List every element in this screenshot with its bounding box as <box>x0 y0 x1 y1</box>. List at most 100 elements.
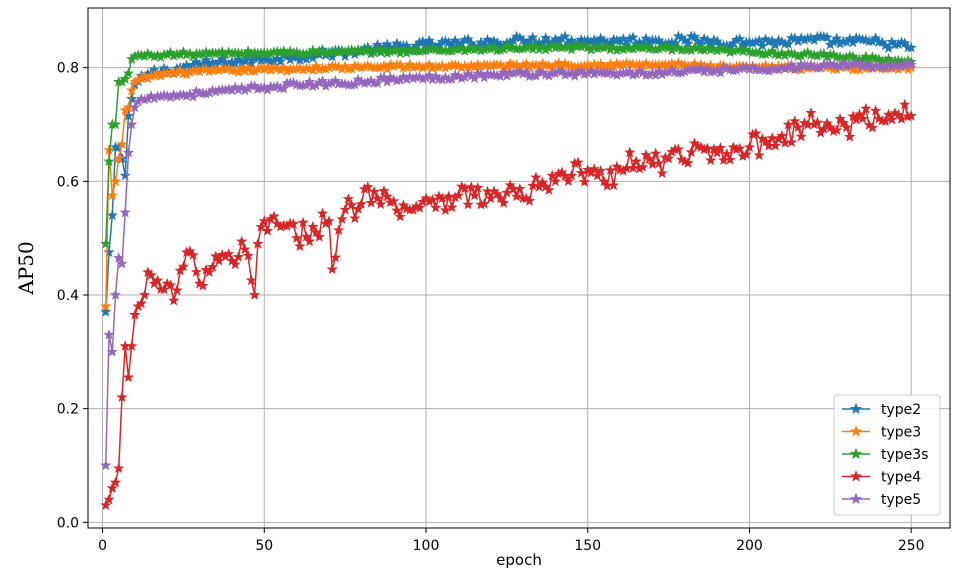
data-point-type4 <box>462 198 474 210</box>
data-point-type4 <box>323 215 335 226</box>
data-point-type4 <box>766 132 778 143</box>
data-point-type4 <box>837 117 849 128</box>
data-point-type4 <box>650 147 662 159</box>
data-point-type4 <box>530 171 542 183</box>
data-point-type4 <box>245 274 257 286</box>
data-point-type4 <box>100 499 112 511</box>
data-point-type5 <box>423 69 435 81</box>
data-point-type4 <box>371 192 384 204</box>
y-tick-label: 0.0 <box>57 515 79 531</box>
legend-item-type5: type5 <box>842 492 921 508</box>
data-point-type4 <box>701 142 713 154</box>
data-point-type4 <box>705 154 717 166</box>
data-point-type4 <box>740 148 752 160</box>
x-tick-label: 150 <box>574 538 601 554</box>
data-point-type4 <box>349 212 361 224</box>
data-point-type4 <box>588 163 600 174</box>
data-point-type2 <box>899 37 911 48</box>
data-point-type4 <box>795 130 807 142</box>
data-point-type5 <box>103 328 115 340</box>
axis-ticks: 0 50 100 150 200 250 0.0 0.2 0.4 0.6 0.8 <box>57 61 925 554</box>
data-point-type4 <box>242 249 254 261</box>
data-point-type4 <box>287 218 299 229</box>
data-point-type4 <box>595 165 607 176</box>
data-point-type4 <box>840 121 853 133</box>
data-point-type4 <box>129 309 141 320</box>
data-point-type4 <box>905 110 917 121</box>
data-point-type4 <box>303 235 316 247</box>
data-point-type4 <box>145 269 157 280</box>
data-point-type4 <box>375 198 387 210</box>
data-point-type4 <box>329 251 342 263</box>
data-point-type4 <box>316 207 329 219</box>
data-point-type2 <box>882 42 895 53</box>
series-layer <box>100 30 917 511</box>
x-axis-label: epoch <box>496 551 542 569</box>
data-point-type4 <box>543 184 555 195</box>
data-point-type5 <box>100 459 112 471</box>
data-point-type2 <box>527 31 539 43</box>
data-point-type4 <box>627 162 639 173</box>
data-point-type4 <box>326 263 338 275</box>
data-point-type4 <box>672 143 684 154</box>
data-point-type4 <box>527 179 539 191</box>
data-point-type2 <box>559 30 571 42</box>
data-point-type3s <box>860 50 872 62</box>
data-point-type4 <box>239 243 251 255</box>
data-point-type5 <box>381 76 393 87</box>
data-point-type5 <box>113 252 125 263</box>
data-point-type4 <box>362 181 374 192</box>
y-tick-label: 0.6 <box>57 174 79 190</box>
legend-marker-star <box>849 402 863 415</box>
data-point-type4 <box>656 167 668 179</box>
data-point-type2 <box>640 32 652 44</box>
data-point-type4 <box>734 142 746 154</box>
x-tick-label: 250 <box>898 538 925 554</box>
data-point-type5 <box>187 90 199 102</box>
data-point-type4 <box>443 190 455 202</box>
data-point-type4 <box>514 183 526 194</box>
legend-label: type5 <box>881 492 921 508</box>
data-point-type4 <box>126 340 138 351</box>
legend-item-type3s: type3s <box>842 447 928 463</box>
data-point-type4 <box>184 245 196 256</box>
data-point-type5 <box>349 78 361 90</box>
data-point-type4 <box>368 186 380 197</box>
data-point-type2 <box>905 41 917 53</box>
data-point-type4 <box>785 136 798 148</box>
data-point-type4 <box>899 98 911 110</box>
data-point-type2 <box>274 55 287 67</box>
data-point-type4 <box>750 127 762 139</box>
data-point-type5 <box>905 58 917 70</box>
data-point-type4 <box>714 142 726 153</box>
data-point-type4 <box>769 139 781 151</box>
data-point-type2 <box>100 306 112 317</box>
data-point-type4 <box>753 149 765 161</box>
data-point-type2 <box>821 31 833 43</box>
data-point-type4 <box>378 185 390 196</box>
data-point-type4 <box>122 371 135 383</box>
data-point-type4 <box>388 195 400 206</box>
x-tick-label: 50 <box>255 538 273 554</box>
data-point-type2 <box>688 30 701 42</box>
data-point-type4 <box>452 189 464 201</box>
data-point-type4 <box>776 130 788 141</box>
data-point-type4 <box>197 280 209 291</box>
data-point-type5 <box>116 257 128 269</box>
data-point-type4 <box>565 169 578 181</box>
data-point-type4 <box>342 193 354 204</box>
legend-item-type2: type2 <box>842 402 921 418</box>
data-point-type4 <box>446 201 458 213</box>
x-tick-label: 0 <box>98 538 107 554</box>
data-point-type4 <box>895 113 908 124</box>
data-point-type2 <box>423 34 435 46</box>
data-point-type3 <box>106 189 118 201</box>
data-point-type2 <box>126 93 138 104</box>
data-point-type4 <box>355 198 367 209</box>
legend-label: type2 <box>881 402 921 418</box>
data-point-type5 <box>119 206 131 218</box>
data-point-type4 <box>258 215 270 226</box>
data-point-type4 <box>333 224 345 236</box>
